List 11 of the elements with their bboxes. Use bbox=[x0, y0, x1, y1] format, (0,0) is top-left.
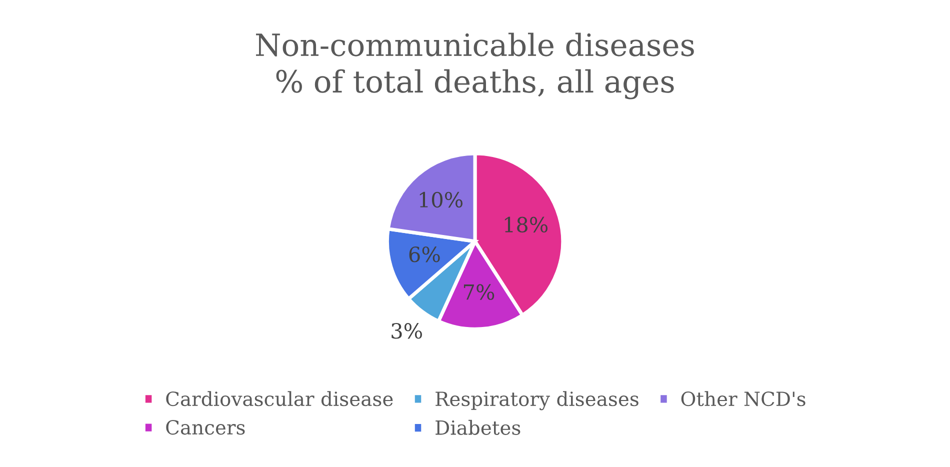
data-label: 3% bbox=[392, 323, 422, 339]
legend-label: Cancers bbox=[166, 420, 245, 435]
data-label: 10% bbox=[420, 192, 463, 208]
data-label: 6% bbox=[409, 246, 440, 262]
data-label: 18% bbox=[504, 216, 548, 233]
legend-label: Respiratory diseases bbox=[436, 391, 638, 410]
legend-label: Diabetes bbox=[436, 420, 520, 435]
chart-title: Non-communicable diseases % of total deaths, all ages bbox=[256, 32, 694, 100]
data-label: 7% bbox=[464, 284, 494, 300]
legend-label: Cardiovascular disease bbox=[166, 391, 393, 406]
legend-label: Other NCD's bbox=[681, 391, 806, 406]
